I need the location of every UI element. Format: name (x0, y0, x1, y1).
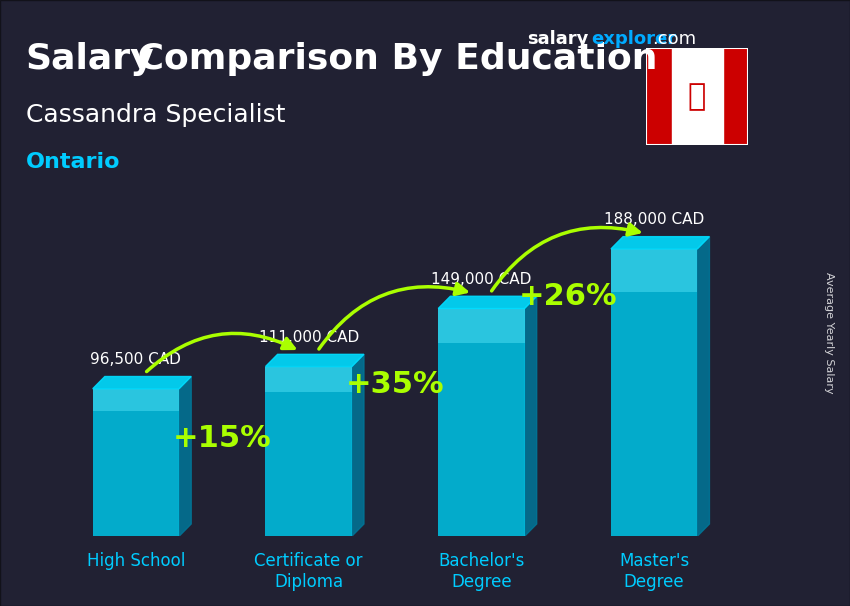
Text: 111,000 CAD: 111,000 CAD (258, 330, 359, 345)
Text: 149,000 CAD: 149,000 CAD (431, 272, 531, 287)
Text: Average Yearly Salary: Average Yearly Salary (824, 273, 835, 394)
Text: .com: .com (652, 30, 696, 48)
Polygon shape (524, 296, 536, 536)
Bar (646, 48, 672, 145)
Text: 96,500 CAD: 96,500 CAD (90, 352, 181, 367)
Polygon shape (93, 376, 191, 388)
Text: +15%: +15% (173, 424, 272, 453)
Bar (722, 48, 748, 145)
Text: Salary: Salary (26, 42, 154, 76)
Polygon shape (265, 355, 364, 367)
Polygon shape (179, 376, 191, 536)
Bar (611, 249, 697, 536)
Polygon shape (352, 355, 364, 536)
Text: 🍁: 🍁 (688, 82, 706, 112)
Bar (439, 308, 524, 536)
Bar (93, 388, 179, 536)
Bar (439, 308, 524, 342)
Text: 188,000 CAD: 188,000 CAD (604, 213, 705, 227)
Bar (672, 48, 722, 145)
Bar (93, 388, 179, 411)
Text: +35%: +35% (346, 370, 445, 399)
Polygon shape (439, 296, 536, 308)
Text: explorer: explorer (591, 30, 676, 48)
Polygon shape (611, 237, 710, 249)
Bar (611, 249, 697, 292)
Text: Comparison By Education: Comparison By Education (125, 42, 657, 76)
Polygon shape (697, 237, 710, 536)
Bar (265, 367, 352, 536)
Text: +26%: +26% (518, 282, 617, 311)
Text: Cassandra Specialist: Cassandra Specialist (26, 103, 285, 127)
Bar (265, 367, 352, 392)
Text: salary: salary (527, 30, 588, 48)
Text: Ontario: Ontario (26, 152, 120, 171)
